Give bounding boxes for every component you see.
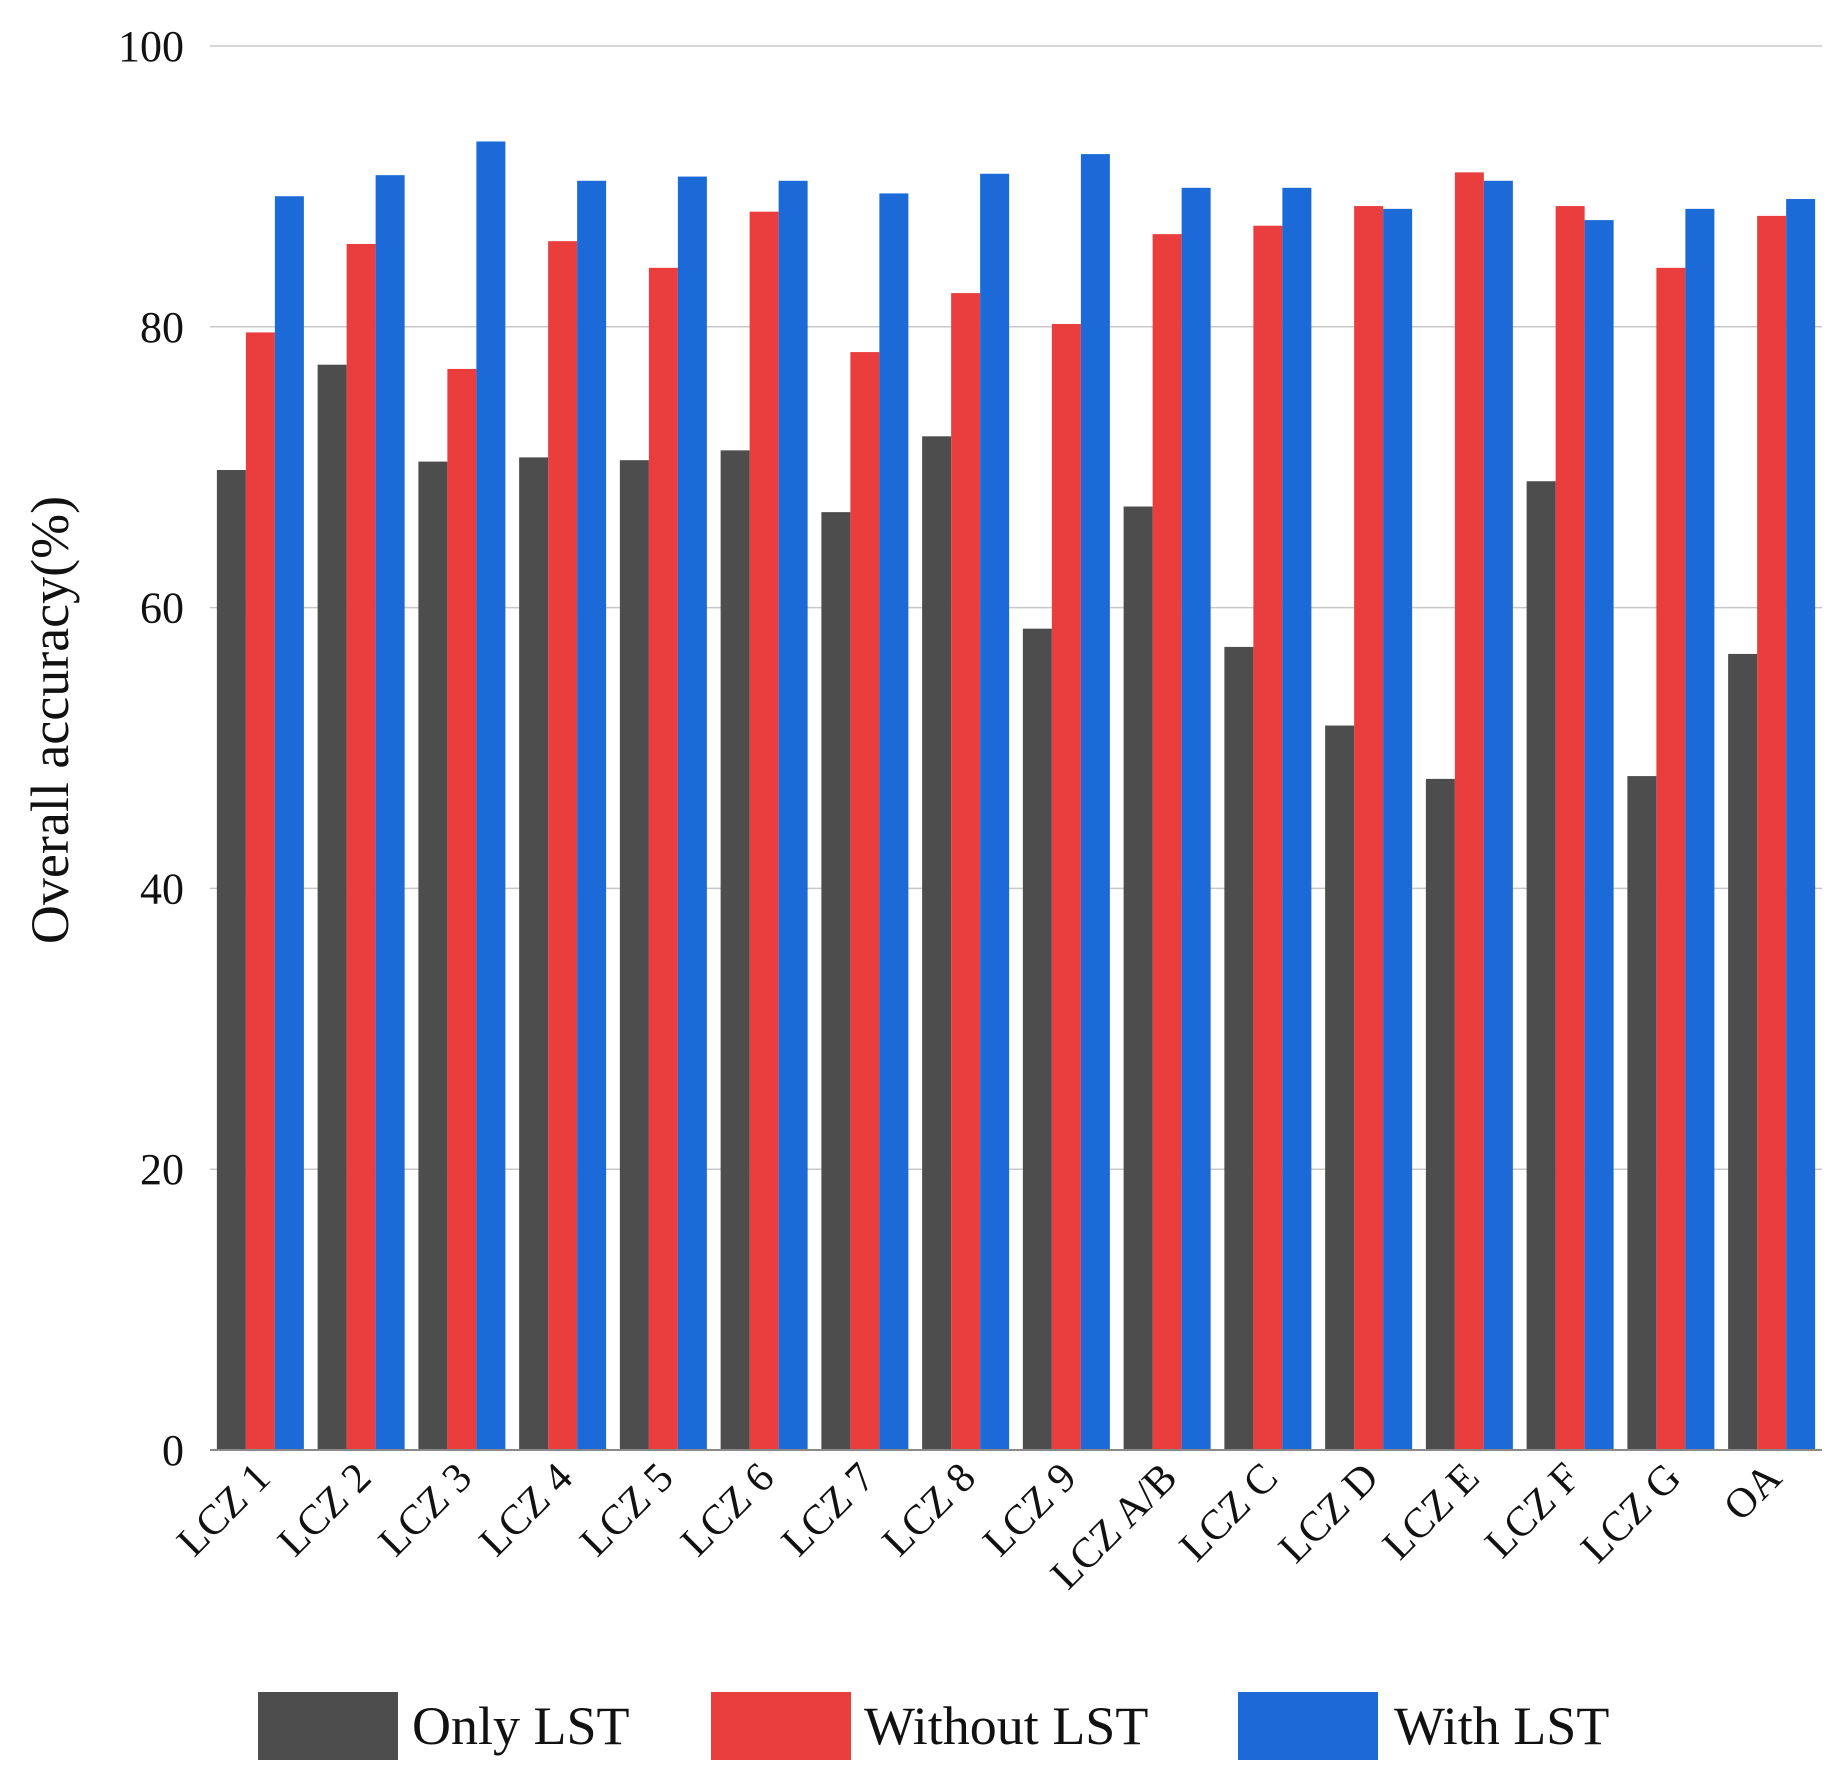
bar-with-lst-lcz-g: [1685, 208, 1715, 1450]
y-tick-label: 100: [118, 22, 184, 71]
bar-only-lst-lcz-9: [1022, 628, 1052, 1450]
x-category-label: LCZ 1: [169, 1455, 280, 1566]
x-category-label: LCZ D: [1270, 1455, 1387, 1572]
bar-without-lst-lcz-f: [1555, 206, 1585, 1450]
bar-only-lst-lcz-d: [1325, 725, 1355, 1450]
bar-with-lst-lcz-a-b: [1181, 187, 1211, 1451]
x-category-label: LCZ 6: [672, 1455, 783, 1566]
bar-with-lst-lcz-9: [1080, 154, 1110, 1450]
x-category-label: LCZ 8: [874, 1455, 985, 1566]
x-category-label: LCZ C: [1171, 1455, 1287, 1571]
bar-only-lst-lcz-f: [1526, 481, 1556, 1450]
legend-swatch-with-lst: [1238, 1692, 1378, 1760]
bar-only-lst-lcz-e: [1425, 778, 1455, 1450]
bars: [216, 141, 1816, 1451]
bar-with-lst-lcz-f: [1584, 220, 1614, 1451]
legend-label-with-lst: With LST: [1394, 1696, 1609, 1756]
bar-without-lst-lcz-6: [749, 211, 779, 1450]
bar-with-lst-lcz-3: [476, 141, 506, 1450]
bar-without-lst-lcz-2: [346, 243, 376, 1451]
bar-without-lst-lcz-g: [1656, 267, 1686, 1450]
bar-only-lst-lcz-2: [317, 364, 347, 1450]
bar-only-lst-lcz-a-b: [1123, 506, 1153, 1451]
bar-without-lst-lcz-4: [548, 241, 578, 1450]
x-category-label: LCZ G: [1573, 1455, 1690, 1572]
bar-only-lst-lcz-g: [1627, 776, 1657, 1450]
bar-with-lst-lcz-7: [879, 193, 909, 1450]
legend-label-without-lst: Without LST: [864, 1696, 1148, 1756]
bar-only-lst-lcz-6: [720, 450, 750, 1450]
x-category-label: LCZ E: [1374, 1455, 1488, 1569]
bar-without-lst-lcz-e: [1454, 172, 1484, 1451]
bar-without-lst-lcz-3: [447, 368, 477, 1450]
x-category-label: LCZ 5: [572, 1455, 683, 1566]
bar-only-lst-lcz-5: [619, 460, 649, 1450]
y-tick-label: 20: [140, 1145, 184, 1194]
bar-with-lst-oa: [1786, 199, 1816, 1450]
x-category-label: LCZ F: [1477, 1455, 1590, 1568]
bar-only-lst-lcz-c: [1224, 646, 1254, 1450]
bar-with-lst-lcz-2: [375, 175, 405, 1451]
bar-without-lst-lcz-1: [245, 332, 275, 1450]
bar-without-lst-lcz-d: [1354, 206, 1384, 1450]
bar-without-lst-lcz-5: [648, 267, 678, 1450]
bar-with-lst-lcz-c: [1282, 187, 1312, 1451]
bar-with-lst-lcz-d: [1383, 208, 1413, 1450]
bar-only-lst-lcz-1: [216, 470, 246, 1450]
legend-label-only-lst: Only LST: [412, 1696, 630, 1756]
legend-swatch-only-lst: [258, 1692, 398, 1760]
x-category-label: OA: [1715, 1454, 1791, 1530]
bar-without-lst-lcz-7: [850, 352, 880, 1450]
bar-without-lst-oa: [1757, 215, 1787, 1450]
bar-without-lst-lcz-a-b: [1152, 234, 1182, 1451]
bar-only-lst-lcz-3: [418, 461, 448, 1451]
y-tick-label: 40: [140, 864, 184, 913]
x-category-label: LCZ 3: [370, 1455, 481, 1566]
x-category-label: LCZ 7: [773, 1455, 884, 1566]
bar-without-lst-lcz-8: [951, 293, 981, 1450]
bar-without-lst-lcz-9: [1051, 323, 1081, 1451]
x-category-label: LCZ 4: [471, 1455, 582, 1566]
bar-only-lst-lcz-4: [519, 457, 549, 1450]
bar-without-lst-lcz-c: [1253, 225, 1283, 1450]
y-tick-label: 60: [140, 584, 184, 633]
y-axis-title: Overall accuracy(%): [20, 496, 80, 944]
bar-with-lst-lcz-4: [577, 180, 607, 1451]
legend-swatch-without-lst: [711, 1692, 851, 1760]
y-tick-label: 0: [162, 1426, 184, 1475]
bar-with-lst-lcz-5: [677, 176, 707, 1450]
legend: Only LST Without LST With LST: [258, 1692, 1609, 1760]
bar-with-lst-lcz-1: [274, 196, 304, 1450]
y-tick-label: 80: [140, 303, 184, 352]
y-axis-ticks: 0 20 40 60 80 100: [118, 22, 184, 1475]
bar-with-lst-lcz-6: [778, 180, 808, 1451]
bar-with-lst-lcz-e: [1483, 180, 1513, 1451]
bar-only-lst-lcz-7: [821, 512, 851, 1450]
x-category-label: LCZ 2: [269, 1455, 380, 1566]
bar-only-lst-lcz-8: [922, 436, 952, 1450]
bar-only-lst-oa: [1728, 653, 1758, 1450]
bar-with-lst-lcz-8: [980, 173, 1010, 1450]
